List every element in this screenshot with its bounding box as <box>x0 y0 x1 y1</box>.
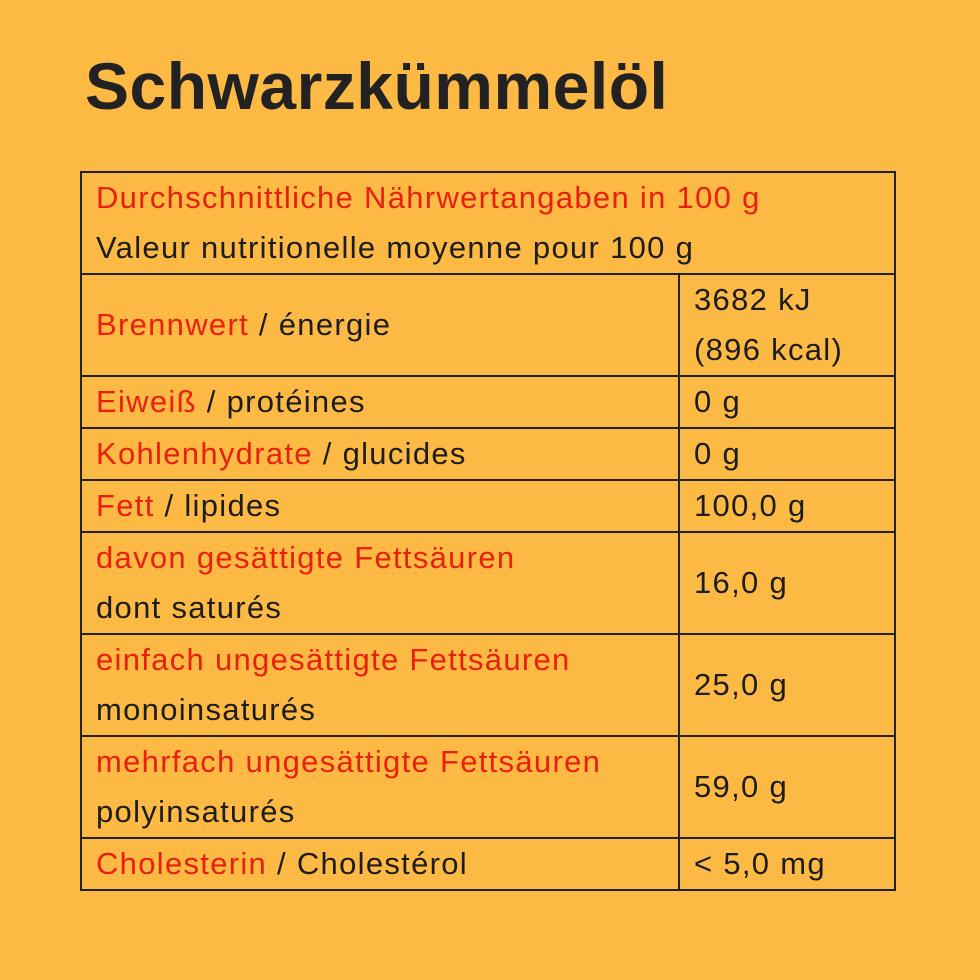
label-cell: Eiweiß / protéines <box>80 375 680 429</box>
nutrition-table: Durchschnittliche Nährwertangaben in 100… <box>80 171 896 891</box>
label-fr: / glucides <box>322 436 467 471</box>
label-cell: Kohlenhydrate / glucides <box>80 427 680 481</box>
header-row: Durchschnittliche Nährwertangaben in 100… <box>80 171 896 275</box>
label-de: Eiweiß <box>96 384 197 419</box>
label-de: Brennwert <box>96 307 249 342</box>
label-fr: / protéines <box>206 384 366 419</box>
label-fr: dont saturés <box>96 590 283 625</box>
row: Kohlenhydrate / glucides 0 g <box>80 427 896 481</box>
label-cell: Brennwert / énergie <box>80 273 680 377</box>
label-fr: polyinsaturés <box>96 794 296 829</box>
value: < 5,0 mg <box>678 837 896 891</box>
label-fr: / Cholestérol <box>277 846 468 881</box>
row: einfach ungesättigte Fettsäuren monoinsat… <box>80 633 896 737</box>
value: 59,0 g <box>678 735 896 839</box>
label-fr: monoinsaturés <box>96 692 317 727</box>
row: davon gesättigte Fettsäuren dont saturés … <box>80 531 896 635</box>
header-fr: Valeur nutritionelle moyenne pour 100 g <box>96 230 695 265</box>
row: mehrfach ungesättigte Fettsäuren polyinsa… <box>80 735 896 839</box>
value: (896 kcal) <box>694 332 844 367</box>
value: 16,0 g <box>678 531 896 635</box>
header-de: Durchschnittliche Nährwertangaben in 100… <box>96 180 761 215</box>
value: 0 g <box>678 427 896 481</box>
row: Fett / lipides 100,0 g <box>80 479 896 533</box>
value: 0 g <box>678 375 896 429</box>
value-cell: 3682 kJ (896 kcal) <box>678 273 896 377</box>
row: Eiweiß / protéines 0 g <box>80 375 896 429</box>
label-de: Cholesterin <box>96 846 268 881</box>
label-de: einfach ungesättigte Fettsäuren <box>96 642 571 677</box>
label-cell: Fett / lipides <box>80 479 680 533</box>
title: Schwarzkümmelöl <box>85 49 669 123</box>
label-de: Fett <box>96 488 155 523</box>
value: 3682 kJ <box>694 282 812 317</box>
header-cell: Durchschnittliche Nährwertangaben in 100… <box>80 171 896 275</box>
value: 25,0 g <box>678 633 896 737</box>
value: 100,0 g <box>678 479 896 533</box>
label-cell: Cholesterin / Cholestérol <box>80 837 680 891</box>
label-cell: einfach ungesättigte Fettsäuren monoinsat… <box>80 633 680 737</box>
label-fr: / lipides <box>164 488 282 523</box>
label-de: davon gesättigte Fettsäuren <box>96 540 516 575</box>
label-cell: mehrfach ungesättigte Fettsäuren polyinsa… <box>80 735 680 839</box>
row: Cholesterin / Cholestérol < 5,0 mg <box>80 837 896 891</box>
label-fr: / énergie <box>258 307 392 342</box>
row: Brennwert / énergie 3682 kJ (896 kcal) <box>80 273 896 377</box>
label-de: mehrfach ungesättigte Fettsäuren <box>96 744 602 779</box>
label-cell: davon gesättigte Fettsäuren dont saturés <box>80 531 680 635</box>
label-de: Kohlenhydrate <box>96 436 313 471</box>
